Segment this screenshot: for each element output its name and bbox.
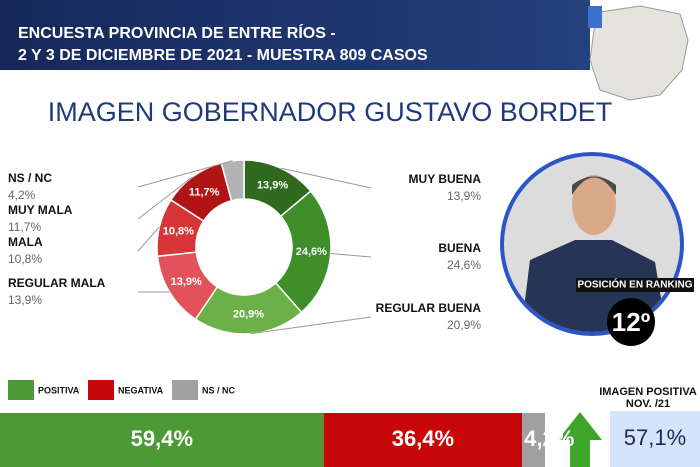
category-label: NS / NC <box>8 171 52 185</box>
ranking-badge <box>607 298 655 346</box>
summary-bar <box>0 413 324 467</box>
category-label: MUY MALA <box>8 203 73 217</box>
slice-label: 13,9% <box>257 180 288 192</box>
slice-label: 20,9% <box>233 308 264 320</box>
chart-title: IMAGEN GOBERNADOR GUSTAVO BORDET <box>48 97 613 127</box>
legend-label: NEGATIVA <box>118 385 164 395</box>
legend-label: POSITIVA <box>38 385 80 395</box>
province-map <box>589 5 689 101</box>
category-label: MUY BUENA <box>409 172 482 186</box>
header-line: ENCUESTA PROVINCIA DE ENTRE RÍOS - <box>18 23 336 42</box>
category-value: 13,9% <box>447 189 481 203</box>
header-line: 2 Y 3 DE DICIEMBRE DE 2021 - MUESTRA 809… <box>18 47 428 64</box>
category-label: MALA <box>8 235 43 249</box>
category-value: 4,2% <box>8 188 36 202</box>
previous-label: IMAGEN POSITIVA <box>599 386 697 398</box>
summary-bar <box>323 413 523 467</box>
category-label: REGULAR BUENA <box>376 301 482 315</box>
ranking-band <box>576 278 694 292</box>
previous-box <box>610 411 700 467</box>
summary-label: 4,2% <box>524 426 574 451</box>
category-value: 10,8% <box>8 252 42 266</box>
summary-label: 59,4% <box>131 426 193 451</box>
leader-line <box>330 253 372 258</box>
previous-value: 57,1% <box>624 425 686 450</box>
summary-label: 36,4% <box>392 426 454 451</box>
summary-bar <box>522 413 545 467</box>
category-label: BUENA <box>438 241 481 255</box>
slice-label: 24,6% <box>296 246 327 258</box>
ranking-value: 12º <box>612 307 651 337</box>
category-value: 11,7% <box>8 220 41 234</box>
legend-swatch <box>88 380 114 400</box>
previous-label: NOV. /21 <box>626 398 670 410</box>
leader-line <box>137 176 193 220</box>
header-band <box>0 0 590 70</box>
legend-label: NS / NC <box>202 385 236 395</box>
photo <box>504 156 680 332</box>
leader-line <box>137 160 233 188</box>
country-icon <box>588 6 602 28</box>
slice-label: 13,9% <box>171 276 202 288</box>
category-value: 24,6% <box>447 258 481 272</box>
category-label: REGULAR MALA <box>8 276 106 290</box>
legend-swatch <box>172 380 198 400</box>
donut-slice <box>274 190 332 314</box>
category-value: 20,9% <box>447 318 481 332</box>
leader-line <box>249 316 372 335</box>
slice-label: 11,7% <box>189 186 220 198</box>
legend-swatch <box>8 380 34 400</box>
ranking-label: POSICIÓN EN RANKING <box>577 278 692 291</box>
photo-hair <box>572 176 616 195</box>
arrow-up <box>558 412 602 467</box>
slice-label: 10,8% <box>163 225 194 237</box>
category-value: 13,9% <box>8 293 42 307</box>
leader-line <box>137 226 160 252</box>
leader-line <box>280 167 372 189</box>
photo-face <box>572 175 616 235</box>
